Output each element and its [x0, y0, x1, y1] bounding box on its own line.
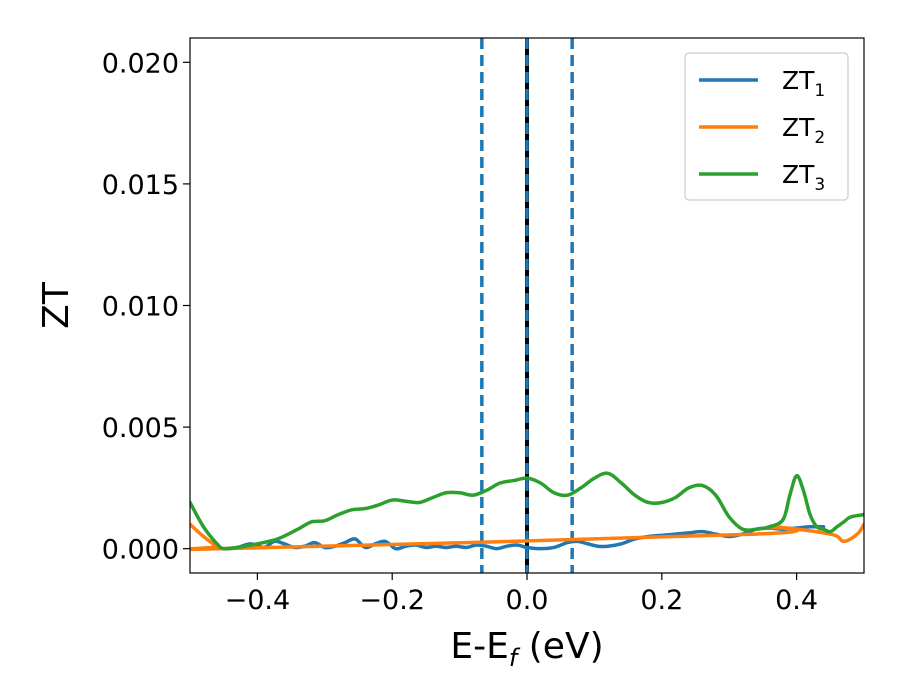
- y-tick-label: 0.005: [102, 413, 179, 444]
- x-tick-label: 0.0: [506, 585, 549, 616]
- y-tick-label: 0.020: [102, 48, 179, 79]
- x-tick-label: 0.2: [640, 585, 683, 616]
- legend-label-zt3: ZT3: [782, 160, 825, 195]
- x-tick-label: −0.2: [359, 585, 425, 616]
- x-axis-title: E-Ef (eV): [450, 626, 603, 672]
- legend-label-subscript: 3: [814, 175, 825, 195]
- x-axis-title-main: E-E: [450, 626, 508, 667]
- legend-label-main: ZT: [782, 160, 815, 189]
- x-axis-title-unit: (eV): [517, 626, 603, 667]
- series-line-zt3: [190, 471, 864, 551]
- x-tick-label: −0.4: [225, 585, 291, 616]
- legend-label-zt2: ZT2: [782, 113, 825, 148]
- y-tick-label: 0.015: [102, 170, 179, 201]
- vertical-reference-lines: [480, 38, 574, 573]
- legend-label-main: ZT: [782, 66, 815, 95]
- legend-label-zt1: ZT1: [782, 66, 825, 101]
- legend-label-main: ZT: [782, 113, 815, 142]
- legend-label-subscript: 2: [814, 128, 825, 148]
- legend-label-subscript: 1: [814, 81, 825, 101]
- y-tick-label: 0.000: [102, 535, 179, 566]
- series-lines: [190, 471, 864, 552]
- legend-box: [684, 52, 849, 201]
- y-tick-label: 0.010: [102, 292, 179, 323]
- x-tick-label: 0.4: [775, 585, 818, 616]
- tick-marks: −0.4 −0.2 0.0 0.2 0.4 0.000 0.005 0.010 0.015 0.0…: [102, 48, 818, 616]
- y-axis-title: ZT: [36, 281, 77, 329]
